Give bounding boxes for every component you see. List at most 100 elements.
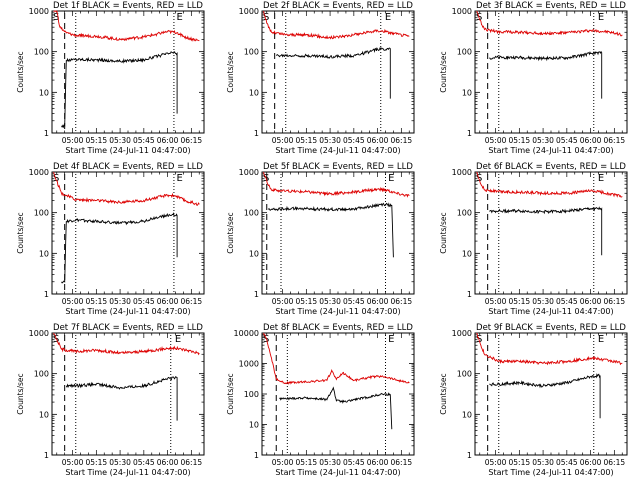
x-tick-label: 05:15 — [509, 136, 531, 145]
x-tick-label: 05:15 — [86, 136, 108, 145]
y-tick-label: 10000 — [234, 329, 259, 338]
chart-panel-5: Det 5f BLACK = Events, RED = LLD 1 10 100 10… — [226, 162, 415, 316]
lld-series-line — [53, 332, 200, 356]
x-axis-label: Start Time (24-Jul-11 04:47:00) — [65, 146, 190, 155]
y-tick-label: 10 — [249, 421, 259, 430]
y-tick-label: 1 — [44, 451, 49, 460]
y-tick-label: 10 — [462, 410, 472, 419]
marker-s: S — [53, 334, 59, 345]
plot-frame — [51, 10, 205, 134]
y-tick-label: 1 — [254, 451, 259, 460]
x-tick-label: 05:15 — [296, 297, 318, 306]
y-axis-label: Counts/sec — [439, 51, 448, 92]
plot-frame — [261, 171, 415, 295]
x-tick-label: 05:00 — [62, 458, 84, 467]
y-tick-label: 10 — [39, 88, 49, 97]
y-tick-label: 1 — [467, 290, 472, 299]
x-tick-label: 05:30 — [319, 297, 341, 306]
marker-e: E — [598, 12, 604, 23]
chart-panel-7: Det 7f BLACK = Events, RED = LLD 1 10 100 10… — [16, 323, 205, 477]
chart-title: Det 5f BLACK = Events, RED = LLD — [263, 162, 413, 172]
events-series-line — [275, 46, 391, 99]
x-axis-label: Start Time (24-Jul-11 04:47:00) — [275, 146, 400, 155]
y-axis-label: Counts/sec — [16, 51, 25, 92]
x-tick-label: 05:30 — [532, 136, 554, 145]
chart-title: Det 7f BLACK = Events, RED = LLD — [53, 323, 203, 333]
plot-frame — [261, 332, 415, 456]
x-axis-label: Start Time (24-Jul-11 04:47:00) — [488, 468, 613, 477]
chart-title: Det 6f BLACK = Events, RED = LLD — [476, 162, 626, 172]
marker-e: E — [175, 334, 181, 345]
y-tick-label: 10 — [249, 249, 259, 258]
x-tick-label: 05:45 — [343, 136, 365, 145]
lld-series-line — [476, 10, 623, 37]
x-tick-label: 05:15 — [296, 458, 318, 467]
y-tick-label: 1 — [254, 129, 259, 138]
x-axis-label: Start Time (24-Jul-11 04:47:00) — [65, 307, 190, 316]
plot-frame — [474, 10, 628, 134]
x-tick-label: 05:45 — [133, 136, 155, 145]
lld-series-line — [263, 171, 410, 198]
x-tick-label: 05:30 — [319, 458, 341, 467]
chart-panel-4: Det 4f BLACK = Events, RED = LLD 1 10 100 10… — [16, 162, 205, 316]
x-tick-label: 05:00 — [485, 136, 507, 145]
y-tick-label: 1 — [44, 290, 49, 299]
y-tick-label: 1 — [467, 129, 472, 138]
marker-e: E — [385, 12, 391, 23]
chart-title: Det 8f BLACK = Events, RED = LLD — [263, 323, 413, 333]
events-series-line — [489, 373, 601, 419]
lld-series-line — [263, 332, 410, 385]
x-tick-label: 06:15 — [604, 458, 626, 467]
y-tick-label: 100 — [457, 48, 472, 57]
y-axis-label: Counts/sec — [16, 373, 25, 414]
x-tick-label: 05:00 — [272, 136, 294, 145]
y-axis-label: Counts/sec — [226, 212, 235, 253]
events-series-line — [65, 375, 178, 421]
lld-series-line — [53, 171, 200, 206]
x-tick-label: 06:00 — [367, 297, 389, 306]
chart-panel-6: Det 6f BLACK = Events, RED = LLD 1 10 100 10… — [439, 162, 628, 316]
x-tick-label: 06:00 — [580, 136, 602, 145]
y-tick-label: 10 — [249, 88, 259, 97]
y-tick-label: 10 — [462, 88, 472, 97]
chart-panel-9: Det 9f BLACK = Events, RED = LLD 1 10 100 10… — [439, 323, 628, 477]
lld-series-line — [476, 332, 623, 366]
events-series-line — [61, 212, 178, 284]
x-tick-label: 06:15 — [391, 297, 413, 306]
x-tick-label: 05:15 — [86, 297, 108, 306]
x-tick-label: 05:00 — [62, 136, 84, 145]
plot-frame — [474, 171, 628, 295]
y-tick-label: 1 — [44, 129, 49, 138]
chart-panel-3: Det 3f BLACK = Events, RED = LLD 1 10 100 10… — [439, 1, 628, 155]
x-tick-label: 06:15 — [391, 458, 413, 467]
chart-panel-8: Det 8f BLACK = Events, RED = LLD 1 10 100 10… — [226, 323, 415, 477]
x-tick-label: 06:00 — [157, 297, 179, 306]
x-tick-label: 05:15 — [86, 458, 108, 467]
x-tick-label: 06:15 — [604, 297, 626, 306]
x-axis-label: Start Time (24-Jul-11 04:47:00) — [65, 468, 190, 477]
y-axis-label: Counts/sec — [439, 212, 448, 253]
x-tick-label: 05:00 — [485, 297, 507, 306]
y-tick-label: 1000 — [452, 329, 472, 338]
x-tick-label: 06:00 — [157, 458, 179, 467]
y-tick-label: 100 — [244, 48, 259, 57]
y-tick-label: 10 — [462, 249, 472, 258]
x-axis-label: Start Time (24-Jul-11 04:47:00) — [488, 146, 613, 155]
lld-series-line — [476, 171, 623, 198]
events-series-line — [267, 202, 394, 258]
x-tick-label: 05:00 — [485, 458, 507, 467]
marker-e: E — [177, 12, 183, 23]
x-tick-label: 05:00 — [272, 297, 294, 306]
y-axis-label: Counts/sec — [439, 373, 448, 414]
y-tick-label: 1000 — [239, 168, 259, 177]
y-tick-label: 100 — [34, 48, 49, 57]
chart-title: Det 3f BLACK = Events, RED = LLD — [476, 1, 626, 11]
y-tick-label: 100 — [457, 370, 472, 379]
chart-title: Det 1f BLACK = Events, RED = LLD — [53, 1, 203, 11]
marker-e: E — [598, 334, 604, 345]
chart-panel-1: Det 1f BLACK = Events, RED = LLD 1 10 100 10… — [16, 1, 205, 155]
plot-frame — [51, 171, 205, 295]
x-tick-label: 05:30 — [532, 297, 554, 306]
y-tick-label: 1000 — [29, 329, 49, 338]
